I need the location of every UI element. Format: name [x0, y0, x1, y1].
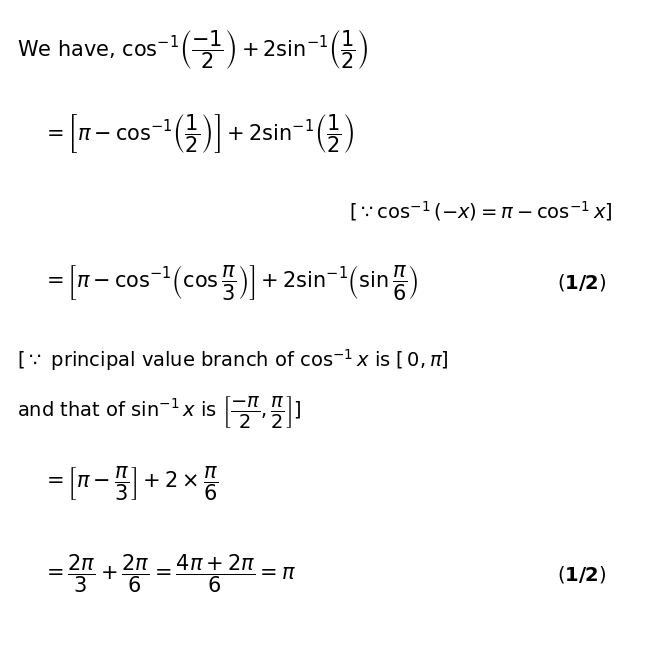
- Text: $[\because \cos^{-1}(-x) = \pi - \cos^{-1} x]$: $[\because \cos^{-1}(-x) = \pi - \cos^{-…: [350, 199, 613, 224]
- Text: $= \left[\pi - \dfrac{\pi}{3}\right] + 2 \times \dfrac{\pi}{6}$: $= \left[\pi - \dfrac{\pi}{3}\right] + 2…: [42, 464, 218, 502]
- Text: We have, $\cos^{-1}\!\left(\dfrac{-1}{2}\right) + 2\sin^{-1}\!\left(\dfrac{1}{2}: We have, $\cos^{-1}\!\left(\dfrac{-1}{2}…: [17, 28, 368, 71]
- Text: $= \left[\pi - \cos^{-1}\!\left(\dfrac{1}{2}\right)\right] + 2\sin^{-1}\!\left(\: $= \left[\pi - \cos^{-1}\!\left(\dfrac{1…: [42, 112, 354, 155]
- Text: $(\mathbf{1/2})$: $(\mathbf{1/2})$: [557, 564, 606, 584]
- Text: $= \dfrac{2\pi}{3} + \dfrac{2\pi}{6} = \dfrac{4\pi + 2\pi}{6} = \pi$: $= \dfrac{2\pi}{3} + \dfrac{2\pi}{6} = \…: [42, 553, 296, 596]
- Text: $= \left[\pi - \cos^{-1}\!\left(\cos\dfrac{\pi}{3}\right)\right] + 2\sin^{-1}\!\: $= \left[\pi - \cos^{-1}\!\left(\cos\dfr…: [42, 263, 418, 302]
- Text: $(\mathbf{1/2})$: $(\mathbf{1/2})$: [557, 272, 606, 293]
- Text: $[\because$ principal value branch of $\cos^{-1} x$ is $[\, 0,\pi]$: $[\because$ principal value branch of $\…: [17, 348, 448, 373]
- Text: and that of $\sin^{-1} x$ is $\left[\dfrac{-\pi}{2},\dfrac{\pi}{2}\right]\!\,]$: and that of $\sin^{-1} x$ is $\left[\dfr…: [17, 394, 301, 430]
